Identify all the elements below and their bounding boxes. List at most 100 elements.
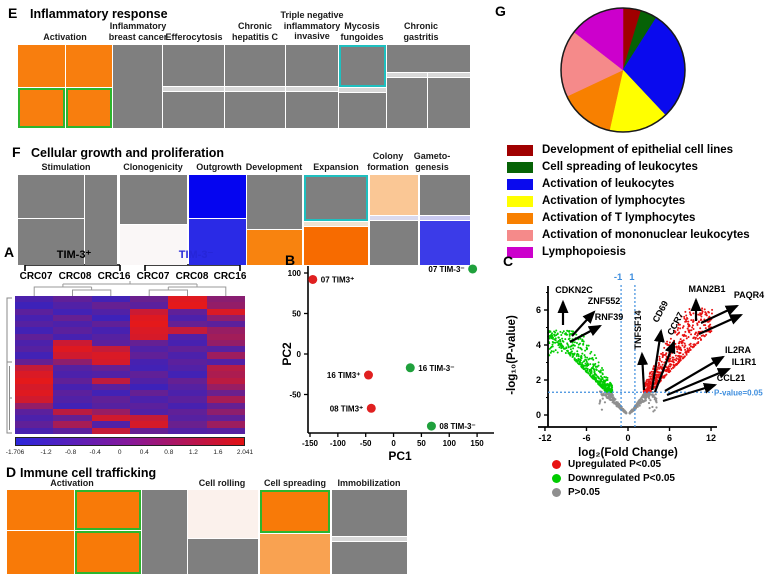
volcano-x-axis-label: log₂(Fold Change) xyxy=(578,447,678,459)
legend-label: Development of epithelial cell lines xyxy=(542,144,734,156)
heatmap-cell xyxy=(15,371,54,379)
treemap-cell xyxy=(18,88,65,128)
treemap-cell xyxy=(18,45,65,87)
volcano-y-axis-label: -log₁₀(P-value) xyxy=(506,315,518,395)
pca-x-tick-label: 100 xyxy=(443,439,457,448)
legend-swatch xyxy=(507,246,533,258)
pca-x-tick-label: -100 xyxy=(330,439,347,448)
treemap-column-header: Outgrowth xyxy=(196,162,242,172)
heatmap-cell xyxy=(91,339,131,347)
treemap-column-header: Cell rolling xyxy=(198,478,246,488)
legend-label: Upregulated P<0.05 xyxy=(568,459,662,470)
heatmap-cell xyxy=(53,402,93,410)
heatmap-cell xyxy=(15,408,54,416)
pca-point-label: 16 TIM-3⁻ xyxy=(418,364,454,373)
heatmap-group-label: TIM-3⁺ xyxy=(56,249,92,261)
panel-label-B: B xyxy=(285,252,296,268)
pca-point xyxy=(405,363,415,373)
colorbar-tick-label: 2.041 xyxy=(236,449,254,456)
heatmap-cell xyxy=(206,383,246,391)
treemap-cell xyxy=(332,537,407,541)
treemap-cell xyxy=(420,216,470,220)
pie-legend-item: Activation of leukocytes xyxy=(507,178,750,190)
treemap-cell xyxy=(247,230,302,265)
volcano-y-tick-label: 0 xyxy=(536,410,541,420)
treemap-column-header: Chronic gastritis xyxy=(403,21,439,42)
treemap-column-header: Triple negative inflammatory invasive xyxy=(280,10,344,41)
pca-point-label: 08 TIM3⁺ xyxy=(330,404,364,413)
colorbar-tick-label: 0 xyxy=(117,449,122,456)
heatmap-cell xyxy=(168,390,208,397)
treemap-cell xyxy=(428,78,470,128)
treemap-cell xyxy=(225,92,285,128)
heatmap-cell xyxy=(206,427,246,435)
heatmap-cell xyxy=(130,390,169,397)
heatmap-cell xyxy=(91,302,131,310)
heatmap-cell xyxy=(53,383,93,391)
volcano-pvalue-line-label: P-value=0.05 xyxy=(714,388,763,397)
legend-dot xyxy=(552,488,561,497)
heatmap-cell xyxy=(53,296,93,303)
treemap-column-header: Expansion xyxy=(313,162,359,172)
volcano-x-tick-label: 12 xyxy=(706,433,716,443)
pie-legend: Development of epithelial cell lines Cell… xyxy=(507,144,750,263)
heatmap-cell xyxy=(91,365,131,372)
pca-y-tick-label: 0 xyxy=(297,350,302,359)
heatmap-column-label: CRC08 xyxy=(58,271,92,282)
heatmap-cell xyxy=(206,415,246,422)
heatmap-cell xyxy=(53,321,93,328)
pie-legend-item: Lymphopoiesis xyxy=(507,246,750,258)
panel-title-immune-cell-trafficking: Immune cell trafficking xyxy=(20,466,157,480)
heatmap-cell xyxy=(15,383,54,391)
heatmap-cell xyxy=(130,352,169,360)
heatmap-cell xyxy=(91,321,131,328)
legend-label: Activation of lymphocytes xyxy=(542,195,686,207)
heatmap-cell xyxy=(130,302,169,310)
treemap-cell xyxy=(18,219,84,265)
pca-point xyxy=(366,403,376,413)
treemap-cell xyxy=(304,175,368,221)
heatmap-cell xyxy=(15,396,54,404)
heatmap-group-label: TIM-3⁻ xyxy=(178,249,214,261)
heatmap-cell xyxy=(206,396,246,404)
legend-swatch xyxy=(507,195,533,207)
treemap-cell xyxy=(120,225,187,265)
heatmap-cell xyxy=(168,327,208,335)
volcano-x-tick-label: 0 xyxy=(625,433,630,443)
heatmap-cell xyxy=(91,308,131,316)
treemap-cell xyxy=(286,92,338,128)
volcano-legend: Upregulated P<0.05 Downregulated P<0.05 P>… xyxy=(552,459,675,501)
volcano-gene-label: CCR7 xyxy=(665,310,685,336)
volcano-gene-label: CDKN2C xyxy=(555,285,593,295)
heatmap-cell xyxy=(168,339,208,347)
heatmap-cell xyxy=(130,339,169,347)
treemap-column-header: Stimulation xyxy=(41,162,91,172)
volcano-gene-label: ZNF552 xyxy=(588,296,621,306)
heatmap-cell xyxy=(168,408,208,416)
heatmap-cell xyxy=(206,302,246,310)
treemap-column-header: Cell spreading xyxy=(263,478,327,488)
heatmap-cell xyxy=(206,339,246,347)
treemap-cell xyxy=(7,490,74,530)
heatmap-cell xyxy=(53,390,93,397)
heatmap-cell xyxy=(91,314,131,322)
legend-swatch xyxy=(507,161,533,173)
pie-legend-item: Activation of lymphocytes xyxy=(507,195,750,207)
heatmap-cell xyxy=(168,383,208,391)
heatmap-cell xyxy=(15,308,54,316)
volcano-gene-label: IL1R1 xyxy=(732,357,757,367)
heatmap-cell xyxy=(206,314,246,322)
heatmap-column-label: CRC07 xyxy=(136,271,170,282)
heatmap-cell xyxy=(53,358,93,366)
treemap-cell xyxy=(247,175,302,229)
heatmap-colorbar xyxy=(15,437,245,446)
heatmap-cell xyxy=(53,352,93,360)
heatmap-cell xyxy=(15,327,54,335)
heatmap-cell xyxy=(206,333,246,341)
heatmap-cell xyxy=(15,358,54,366)
legend-dot xyxy=(552,474,561,483)
treemap-cell xyxy=(339,93,386,128)
pie-chart xyxy=(560,7,686,133)
heatmap-cell xyxy=(130,296,169,303)
pca-x-tick-label: -50 xyxy=(360,439,372,448)
